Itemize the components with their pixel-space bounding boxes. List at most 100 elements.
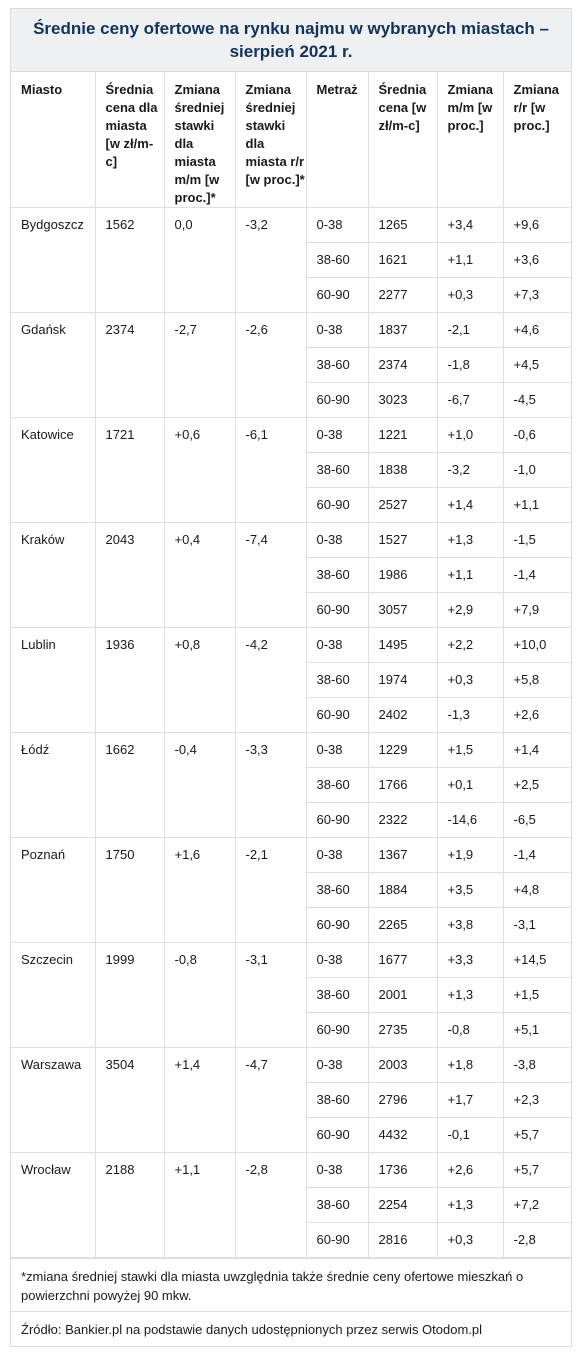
city-change-mm: +0,6 [163,417,236,523]
table-row: 38-60 2001 +1,3 +1,5 [11,977,571,1013]
table-row: 60-90 2816 +0,3 -2,8 [11,1222,571,1258]
avg-price: 1527 [367,522,438,558]
city-avg-price: 1662 [94,732,165,838]
change-rr: -2,8 [502,1222,571,1258]
size-range: 38-60 [305,452,369,488]
change-mm: -1,3 [436,697,504,733]
change-rr: +7,2 [502,1187,571,1223]
change-mm: +0,3 [436,662,504,698]
table-row: 60-90 2402 -1,3 +2,6 [11,697,571,733]
avg-price: 2374 [367,347,438,383]
change-rr: +1,4 [502,732,571,768]
change-mm: +1,3 [436,522,504,558]
size-range: 0-38 [305,942,369,978]
table-row: 38-60 1974 +0,3 +5,8 [11,662,571,698]
city-name: Poznań [11,837,96,943]
table-row: Szczecin 1999 -0,8 -3,1 0-38 1677 +3,3 +14,5 [11,942,571,1048]
table-body: Bydgoszcz 1562 0,0 -3,2 0-38 1265 +3,4 +9,6 38-6… [11,207,571,1258]
change-mm: +1,0 [436,417,504,453]
change-rr: +5,1 [502,1012,571,1048]
avg-price: 1265 [367,207,438,243]
header-city: Miasto [11,72,96,208]
table-row: 38-60 1884 +3,5 +4,8 [11,872,571,908]
change-rr: +2,5 [502,767,571,803]
header-price: Średnia cena [w zł/m-c] [367,72,438,208]
table-row: 38-60 1621 +1,1 +3,6 [11,242,571,278]
table-row: 60-90 4432 -0,1 +5,7 [11,1117,571,1153]
size-range: 60-90 [305,1012,369,1048]
city-avg-price: 1750 [94,837,165,943]
change-rr: +5,7 [502,1117,571,1153]
city-avg-price: 1999 [94,942,165,1048]
change-rr: +14,5 [502,942,571,978]
change-mm: -2,1 [436,312,504,348]
change-mm: +0,3 [436,1222,504,1258]
table-row: Poznań 1750 +1,6 -2,1 0-38 1367 +1,9 -1,4 [11,837,571,943]
avg-price: 2796 [367,1082,438,1118]
size-range: 60-90 [305,592,369,628]
avg-price: 2402 [367,697,438,733]
city-name: Bydgoszcz [11,207,96,313]
change-mm: +1,3 [436,1187,504,1223]
change-rr: +1,1 [502,487,571,523]
change-mm: +1,5 [436,732,504,768]
city-change-rr: -3,1 [234,942,307,1048]
change-rr: +2,6 [502,697,571,733]
avg-price: 2001 [367,977,438,1013]
city-avg-price: 1562 [94,207,165,313]
avg-price: 3023 [367,382,438,418]
city-name: Lublin [11,627,96,733]
avg-price: 1621 [367,242,438,278]
table-row: Kraków 2043 +0,4 -7,4 0-38 1527 +1,3 -1,5 [11,522,571,628]
change-mm: -0,1 [436,1117,504,1153]
table-row: 60-90 3057 +2,9 +7,9 [11,592,571,628]
change-rr: -4,5 [502,382,571,418]
change-mm: +1,7 [436,1082,504,1118]
change-mm: +3,4 [436,207,504,243]
avg-price: 1884 [367,872,438,908]
change-rr: +3,6 [502,242,571,278]
avg-price: 1986 [367,557,438,593]
city-change-mm: -2,7 [163,312,236,418]
footnote: *zmiana średniej stawki dla miasta uwzgl… [11,1258,571,1311]
size-range: 38-60 [305,1082,369,1118]
avg-price: 2277 [367,277,438,313]
table-row: Łódź 1662 -0,4 -3,3 0-38 1229 +1,5 +1,4 [11,732,571,838]
change-mm: +0,1 [436,767,504,803]
table-row: 38-60 2796 +1,7 +2,3 [11,1082,571,1118]
table-row: 60-90 3023 -6,7 -4,5 [11,382,571,418]
city-name: Szczecin [11,942,96,1048]
header-city-avg: Średnia cena dla miasta [w zł/m-c] [94,72,165,208]
change-rr: +4,8 [502,872,571,908]
city-change-mm: +0,8 [163,627,236,733]
city-avg-price: 3504 [94,1047,165,1153]
header-size: Metraż [305,72,369,208]
city-name: Kraków [11,522,96,628]
change-mm: -1,8 [436,347,504,383]
size-range: 0-38 [305,627,369,663]
table-row: 38-60 1986 +1,1 -1,4 [11,557,571,593]
header-row: Miasto Średnia cena dla miasta [w zł/m-c… [11,72,571,208]
city-change-rr: -6,1 [234,417,307,523]
header-rr: Zmiana r/r [w proc.] [502,72,571,208]
city-name: Gdańsk [11,312,96,418]
size-range: 0-38 [305,312,369,348]
size-range: 0-38 [305,732,369,768]
table-row: 38-60 1838 -3,2 -1,0 [11,452,571,488]
size-range: 38-60 [305,1187,369,1223]
change-rr: -1,0 [502,452,571,488]
change-rr: +4,5 [502,347,571,383]
table-row: Katowice 1721 +0,6 -6,1 0-38 1221 +1,0 -0,6 [11,417,571,523]
table-row: Warszawa 3504 +1,4 -4,7 0-38 2003 +1,8 -3,8 [11,1047,571,1153]
avg-price: 2254 [367,1187,438,1223]
change-rr: -6,5 [502,802,571,838]
size-range: 38-60 [305,872,369,908]
change-rr: -1,4 [502,837,571,873]
change-mm: -0,8 [436,1012,504,1048]
table-row: Lublin 1936 +0,8 -4,2 0-38 1495 +2,2 +10,0 [11,627,571,733]
size-range: 38-60 [305,347,369,383]
city-name: Łódź [11,732,96,838]
size-range: 60-90 [305,487,369,523]
change-rr: -3,1 [502,907,571,943]
size-range: 60-90 [305,907,369,943]
